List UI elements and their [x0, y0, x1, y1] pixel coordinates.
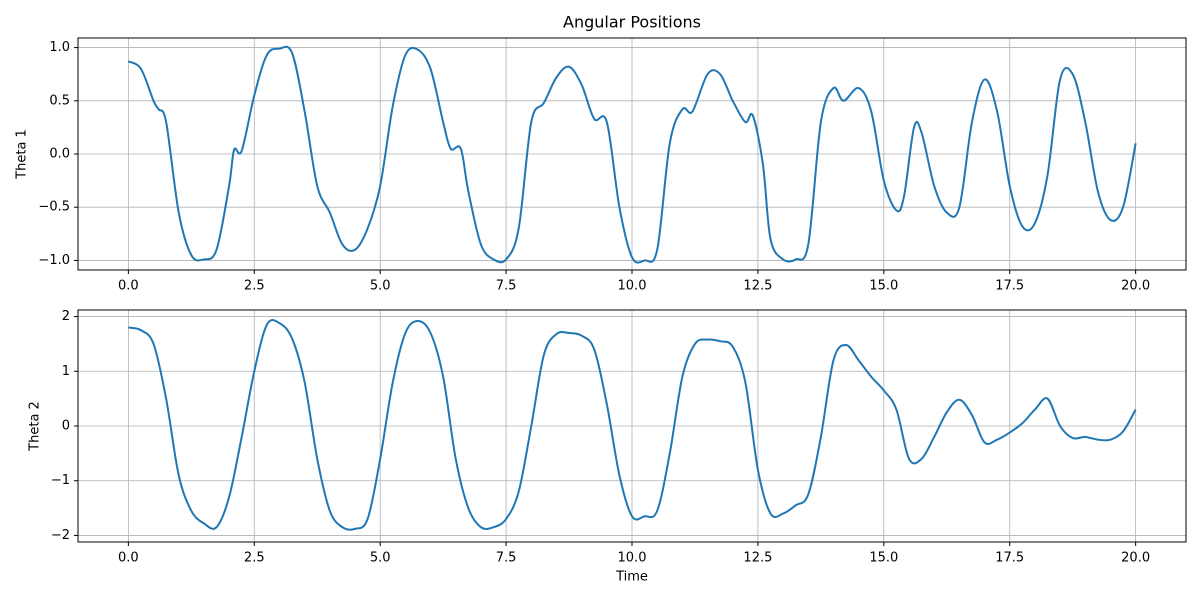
x-tick-label: 2.5 — [244, 279, 265, 294]
x-tick-label: 2.5 — [244, 551, 265, 566]
y-tick-label: 0.0 — [49, 147, 70, 162]
chart-title: Angular Positions — [563, 13, 701, 32]
y-tick-label: −1 — [51, 473, 70, 488]
x-tick-label: 0.0 — [118, 279, 139, 294]
y-axis-label: Theta 2 — [28, 401, 43, 452]
x-tick-label: 10.0 — [618, 279, 647, 294]
y-tick-label: −2 — [51, 528, 70, 543]
x-tick-label: 20.0 — [1121, 551, 1150, 566]
y-tick-label: 0.5 — [49, 93, 70, 108]
data-line — [127, 45, 1137, 264]
x-tick-label: 10.0 — [618, 551, 647, 566]
y-tick-label: 1 — [62, 364, 70, 379]
x-tick-label: 17.5 — [995, 279, 1024, 294]
x-tick-label: 12.5 — [743, 279, 772, 294]
y-tick-label: −0.5 — [38, 200, 70, 215]
y-tick-label: 1.0 — [49, 40, 70, 55]
y-tick-label: −1.0 — [38, 253, 70, 268]
y-tick-label: 0 — [62, 419, 70, 434]
x-tick-label: 5.0 — [370, 279, 391, 294]
x-tick-label: 15.0 — [869, 279, 898, 294]
x-tick-label: 15.0 — [869, 551, 898, 566]
y-tick-label: 2 — [62, 309, 70, 324]
x-axis-label: Time — [615, 570, 648, 585]
x-tick-label: 7.5 — [496, 551, 517, 566]
data-line — [128, 319, 1137, 531]
axes-frame — [77, 309, 1187, 543]
y-axis-label: Theta 1 — [15, 129, 30, 180]
x-tick-label: 17.5 — [995, 551, 1024, 566]
x-tick-label: 12.5 — [743, 551, 772, 566]
x-tick-label: 20.0 — [1121, 279, 1150, 294]
x-tick-label: 7.5 — [496, 279, 517, 294]
x-tick-label: 5.0 — [370, 551, 391, 566]
axes-frame — [77, 37, 1187, 271]
x-tick-label: 0.0 — [118, 551, 139, 566]
